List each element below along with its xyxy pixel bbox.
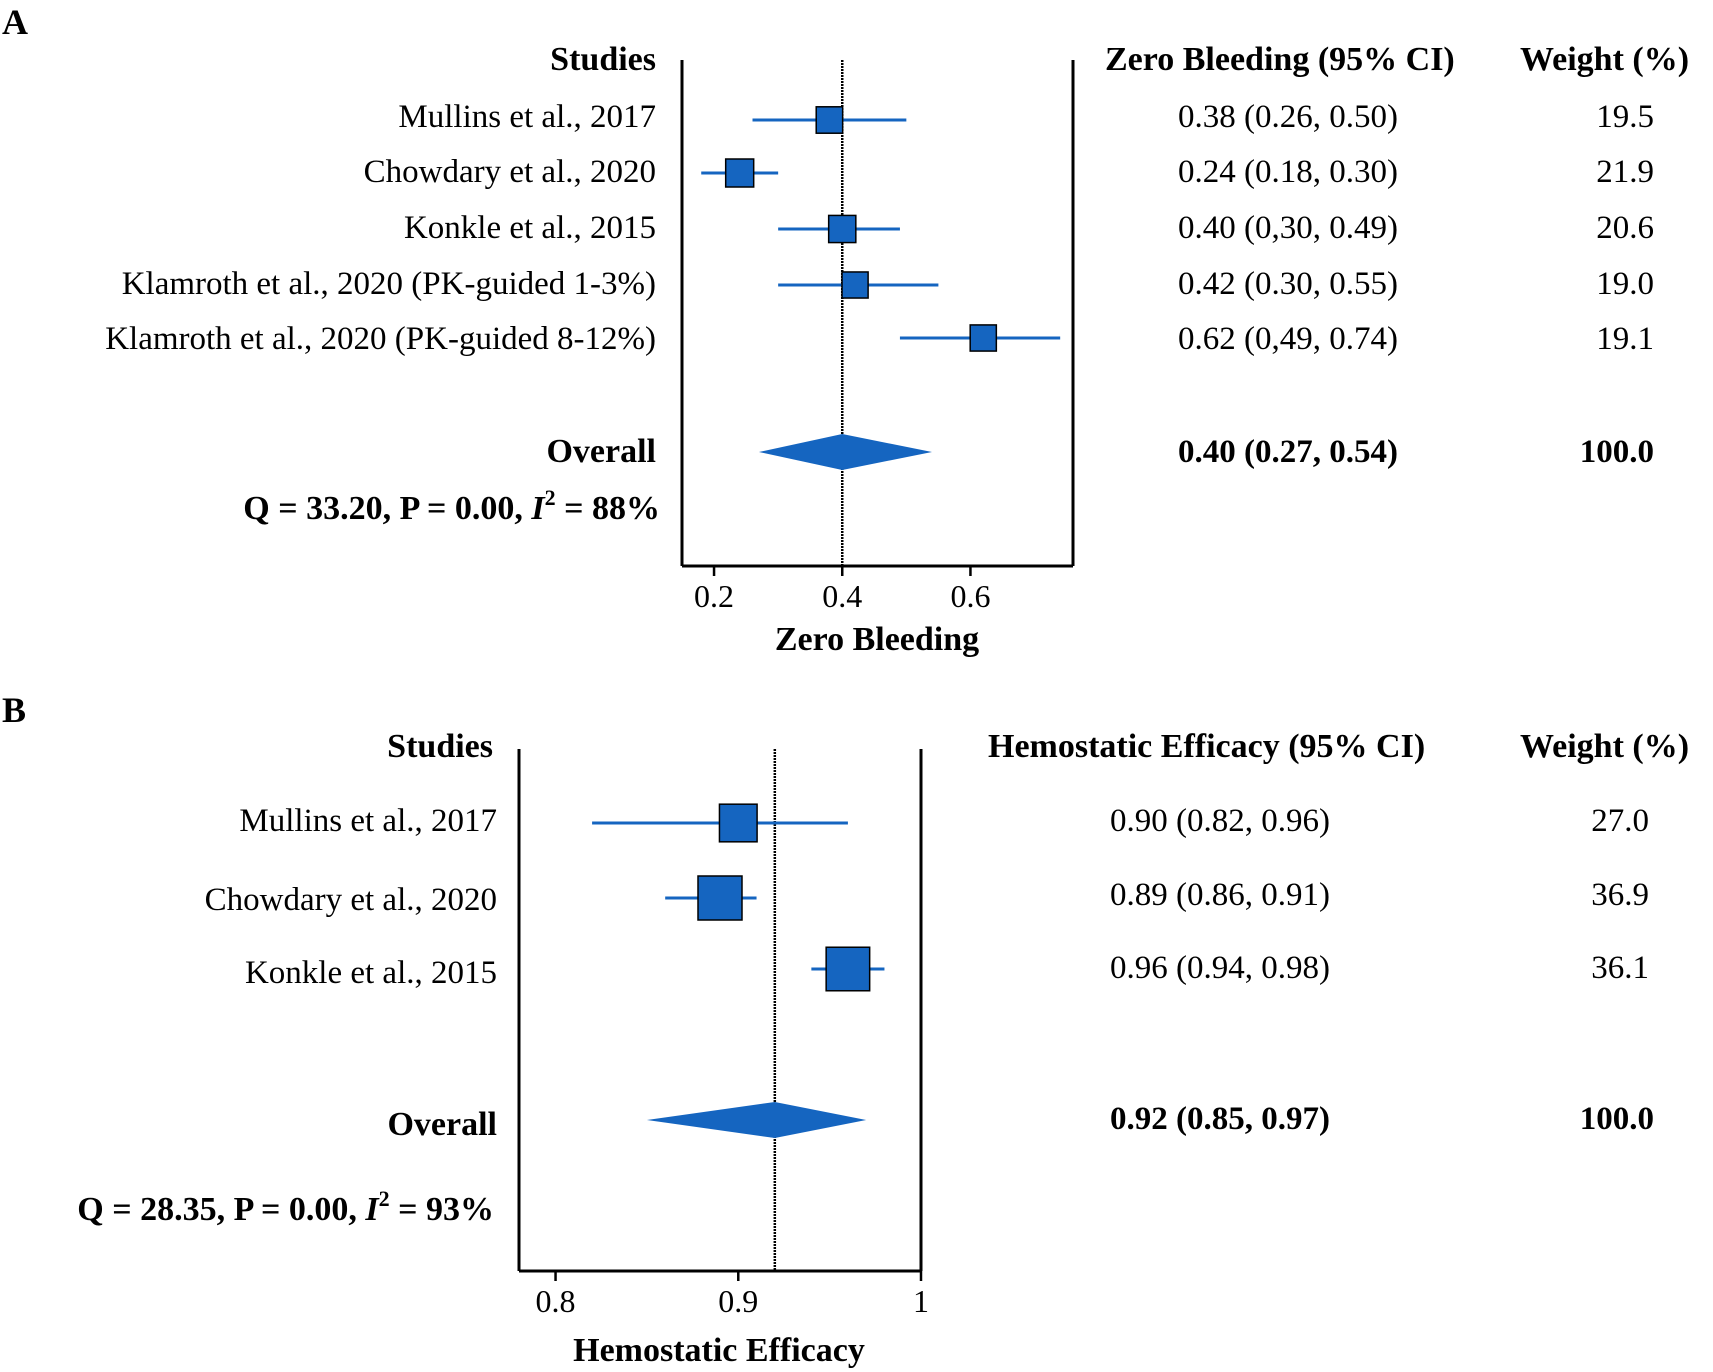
study-ci-text: 0.89 (0.86, 0.91) xyxy=(1110,877,1330,913)
x-tick-label: 0.8 xyxy=(536,1283,576,1319)
heterogeneity-suffix: = 93% xyxy=(390,1191,494,1228)
heterogeneity-stat-sup: 2 xyxy=(545,485,556,510)
overall-label: Overall xyxy=(546,433,656,470)
overall-weight: 100.0 xyxy=(1580,1101,1654,1137)
study-ci-text: 0.40 (0,30, 0.49) xyxy=(1178,210,1398,246)
study-point-square xyxy=(724,158,755,188)
study-weight: 36.1 xyxy=(1591,950,1649,986)
study-label: Konkle et al., 2015 xyxy=(404,210,656,246)
study-ci-text: 0.38 (0.26, 0.50) xyxy=(1178,99,1398,135)
study-point-square xyxy=(718,803,758,843)
study-ci-text: 0.90 (0.82, 0.96) xyxy=(1110,803,1330,839)
study-point-square xyxy=(825,946,871,992)
panel-b-x-axis-label: Hemostatic Efficacy xyxy=(573,1332,865,1369)
study-point-square xyxy=(841,271,869,299)
study-label: Chowdary et al., 2020 xyxy=(364,154,656,190)
panel-b-studies-header: Studies xyxy=(387,728,493,765)
study-ci-text: 0.96 (0.94, 0.98) xyxy=(1110,950,1330,986)
overall-weight: 100.0 xyxy=(1580,434,1654,470)
study-ci-text: 0.62 (0,49, 0.74) xyxy=(1178,321,1398,357)
study-weight: 19.5 xyxy=(1596,99,1654,135)
study-weight: 21.9 xyxy=(1596,154,1654,190)
heterogeneity-stat-letter: I xyxy=(364,1191,380,1228)
heterogeneity-prefix: Q = 33.20, P = 0.00, xyxy=(243,490,531,527)
heterogeneity-suffix: = 88% xyxy=(556,490,660,527)
study-label: Konkle et al., 2015 xyxy=(245,955,497,991)
heterogeneity-stats: Q = 33.20, P = 0.00, I2 = 88% xyxy=(243,485,660,527)
study-weight: 36.9 xyxy=(1591,877,1649,913)
study-label: Klamroth et al., 2020 (PK-guided 8-12%) xyxy=(105,321,656,357)
study-ci-text: 0.24 (0.18, 0.30) xyxy=(1178,154,1398,190)
study-weight: 20.6 xyxy=(1596,210,1654,246)
panel-b-label: B xyxy=(2,690,26,730)
overall-diamond xyxy=(646,1102,867,1138)
panel-a: A Studies Zero Bleeding (95% CI) Weight … xyxy=(2,2,1689,658)
study-point-square xyxy=(697,875,743,921)
study-ci-text: 0.42 (0.30, 0.55) xyxy=(1178,266,1398,302)
panel-a-estimate-header: Zero Bleeding (95% CI) xyxy=(1105,41,1455,78)
study-label: Chowdary et al., 2020 xyxy=(205,882,497,918)
x-tick-label: 1 xyxy=(913,1283,929,1319)
study-label: Mullins et al., 2017 xyxy=(239,803,497,839)
overall-label: Overall xyxy=(387,1106,497,1143)
x-tick-label: 0.6 xyxy=(950,578,990,614)
heterogeneity-stats: Q = 28.35, P = 0.00, I2 = 93% xyxy=(77,1186,494,1228)
study-weight: 19.1 xyxy=(1596,321,1654,357)
study-label: Klamroth et al., 2020 (PK-guided 1-3%) xyxy=(122,266,656,302)
panel-b-estimate-header: Hemostatic Efficacy (95% CI) xyxy=(988,728,1425,765)
study-point-square xyxy=(815,106,844,134)
study-point-square xyxy=(827,214,857,244)
overall-ci-text: 0.92 (0.85, 0.97) xyxy=(1110,1101,1330,1137)
study-point-square xyxy=(969,324,998,352)
panel-a-x-axis-label: Zero Bleeding xyxy=(775,621,979,658)
panel-a-weight-header: Weight (%) xyxy=(1520,41,1689,78)
study-weight: 19.0 xyxy=(1596,266,1654,302)
x-tick-label: 0.2 xyxy=(694,578,734,614)
heterogeneity-stat-letter: I xyxy=(530,490,546,527)
overall-diamond xyxy=(758,434,932,470)
heterogeneity-prefix: Q = 28.35, P = 0.00, xyxy=(77,1191,365,1228)
study-weight: 27.0 xyxy=(1591,803,1649,839)
panel-a-studies-header: Studies xyxy=(550,41,656,78)
heterogeneity-stat-sup: 2 xyxy=(379,1186,390,1211)
overall-ci-text: 0.40 (0.27, 0.54) xyxy=(1178,434,1398,470)
study-label: Mullins et al., 2017 xyxy=(398,99,656,135)
panel-b: B Studies Hemostatic Efficacy (95% CI) W… xyxy=(2,690,1689,1369)
x-tick-label: 0.4 xyxy=(822,578,862,614)
x-tick-label: 0.9 xyxy=(718,1283,758,1319)
panel-a-label: A xyxy=(2,2,28,42)
panel-b-weight-header: Weight (%) xyxy=(1520,728,1689,765)
